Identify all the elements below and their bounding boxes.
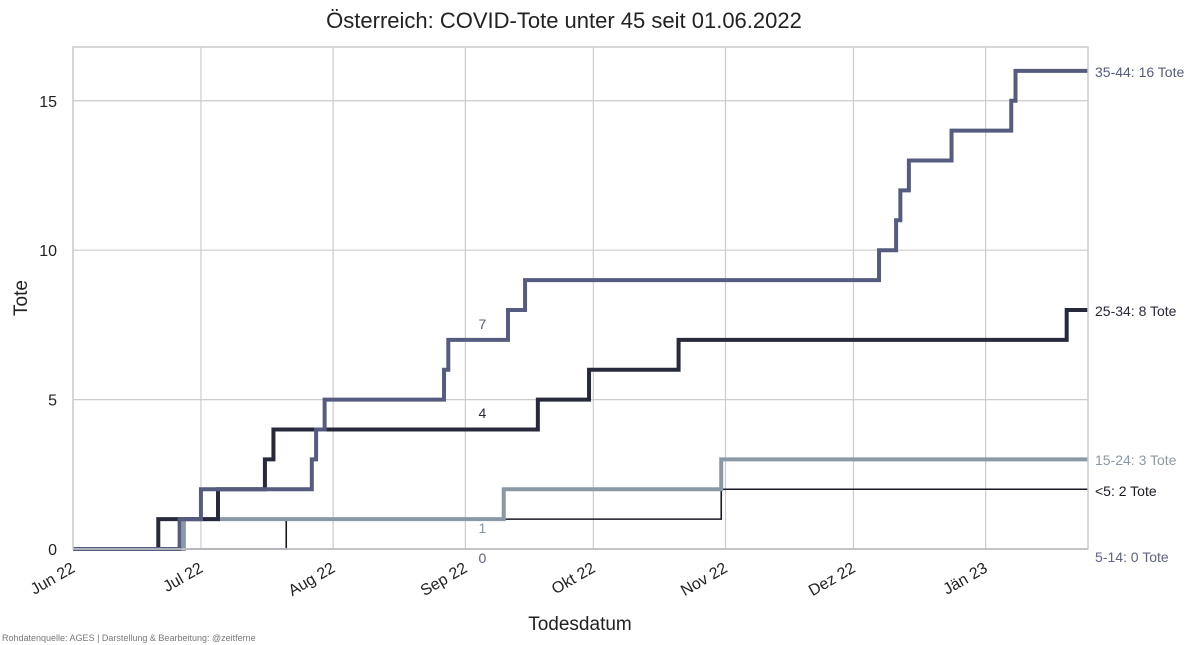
- series-end-labels: <5: 2 Tote 5-14: 0 Tote 15-24: 3 Tote 25-34…: [1095, 64, 1184, 565]
- series-end-label: <5: 2 Tote: [1095, 483, 1157, 499]
- chart-title: Österreich: COVID-Tote unter 45 seit 01.…: [326, 8, 802, 33]
- series-lines: [73, 68, 1088, 551]
- annotations: 7 4 1 0: [479, 316, 487, 566]
- y-tick-label: 10: [39, 243, 57, 260]
- x-tick-label: Sep 22: [418, 560, 471, 600]
- data-label: 1: [479, 520, 487, 536]
- y-tick-label: 0: [48, 542, 57, 559]
- data-label: 7: [479, 316, 487, 332]
- x-tick-label: Jul 22: [160, 560, 206, 596]
- series-line-35-44: [73, 68, 1088, 551]
- series-line-25-34: [73, 307, 1088, 551]
- y-tick-label: 15: [39, 94, 57, 111]
- grid: [72, 47, 1088, 549]
- series-end-label: 5-14: 0 Tote: [1095, 549, 1169, 565]
- x-tick-label: Jän 23: [941, 560, 991, 599]
- x-tick-label: Okt 22: [549, 560, 598, 598]
- source-note: Rohdatenquelle: AGES | Darstellung & Bea…: [2, 633, 256, 643]
- series-line-15-24: [73, 457, 1088, 551]
- plot-frame: [72, 46, 1089, 550]
- series-end-label: 15-24: 3 Tote: [1095, 452, 1177, 468]
- series-end-label: 25-34: 8 Tote: [1095, 303, 1177, 319]
- series-end-label: 35-44: 16 Tote: [1095, 64, 1184, 80]
- x-tick-label: Dez 22: [806, 560, 858, 600]
- data-label: 0: [479, 550, 487, 566]
- y-tick-label: 5: [48, 393, 57, 410]
- x-tick-label: Aug 22: [286, 560, 339, 600]
- y-axis-label: Tote: [11, 280, 32, 316]
- x-tick-labels: Jun 22 Jul 22 Aug 22 Sep 22 Okt 22 Nov 22 Dez …: [28, 560, 991, 600]
- data-label: 4: [479, 405, 487, 421]
- x-tick-label: Jun 22: [28, 560, 78, 599]
- y-tick-labels: 0 5 10 15: [39, 94, 57, 559]
- x-tick-label: Nov 22: [678, 560, 730, 600]
- x-axis-label: Todesdatum: [528, 614, 632, 635]
